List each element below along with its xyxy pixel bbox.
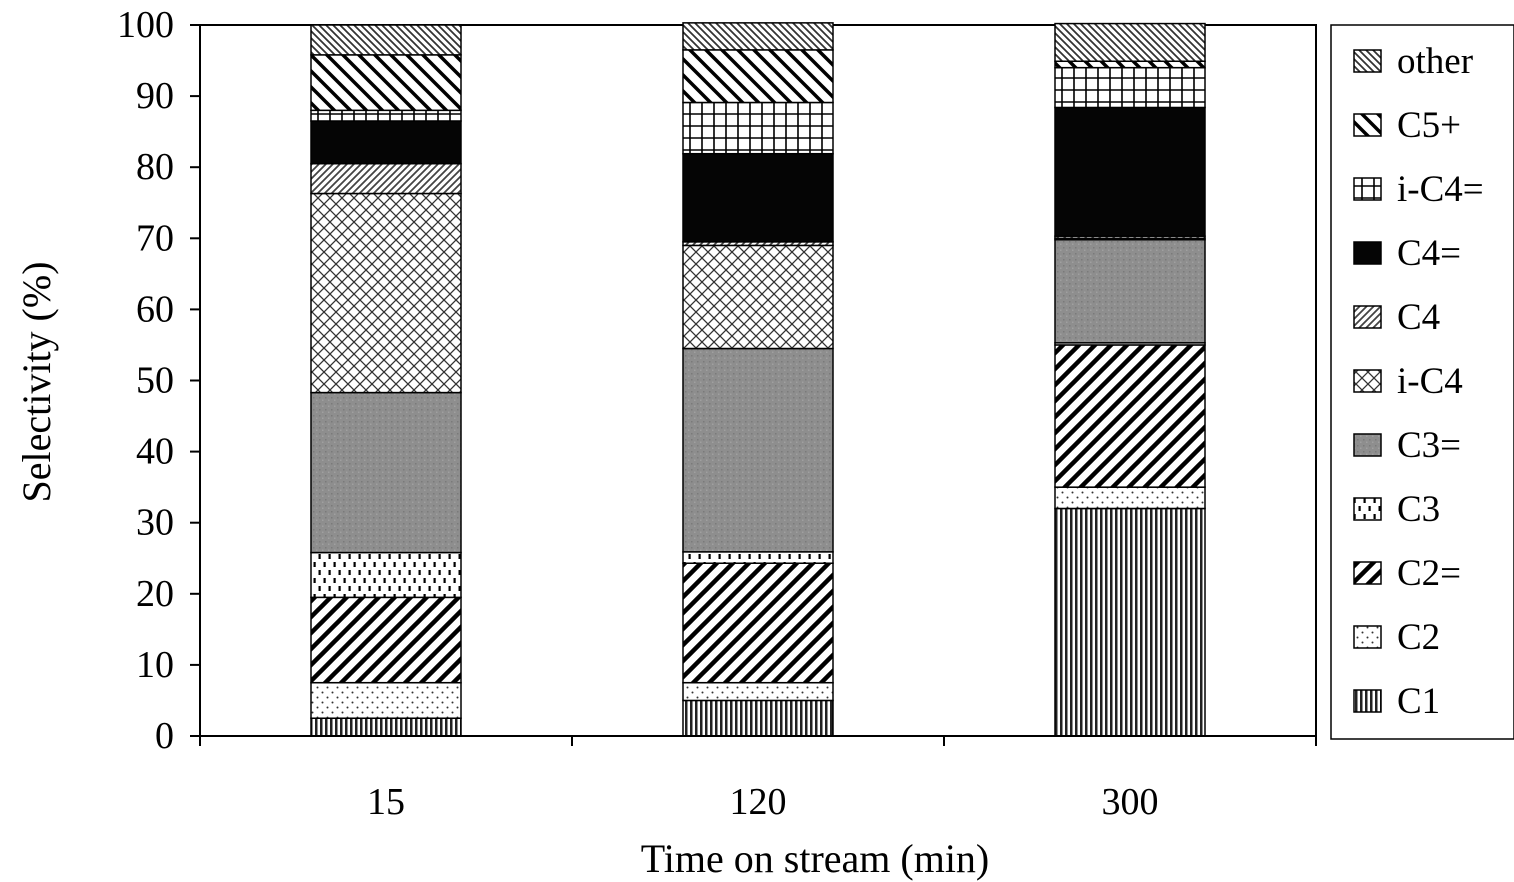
legend: other C5+ i-C4= C4= C4 i-C4 C3= C3 C2= C2 C1 [1353, 41, 1484, 722]
y-tick-label: 40 [136, 431, 174, 473]
legend-label-c2: C2 [1397, 617, 1440, 658]
bar-segment-other-15 [310, 24, 462, 56]
x-tick-label-15: 15 [367, 781, 405, 823]
legend-label-c4: C4= [1397, 233, 1461, 274]
legend-label-i-c4: i-C4 [1397, 361, 1463, 402]
bar-segment-c4-15 [310, 162, 462, 195]
y-tick-label: 20 [136, 573, 174, 615]
y-axis-title: Selectivity (%) [14, 261, 59, 502]
y-tick-label: 0 [155, 715, 174, 757]
legend-swatch-c5 [1353, 113, 1382, 137]
y-tick-label: 10 [136, 644, 174, 686]
bar-segment-c5-300 [1054, 60, 1206, 69]
legend-label-i-c4: i-C4= [1397, 169, 1484, 210]
bar-segment-i-c4-15 [310, 109, 462, 122]
y-tick-label: 80 [136, 146, 174, 188]
bar-segment-c3-300 [1054, 238, 1206, 344]
legend-swatch-c4 [1353, 241, 1382, 265]
bar-segment-c2-15 [310, 681, 462, 719]
y-tick-label: 50 [136, 360, 174, 402]
legend-label-c4: C4 [1397, 297, 1440, 338]
y-tick-label: 30 [136, 502, 174, 544]
x-axis-ticks: 15 120 300 [199, 736, 1317, 823]
bar-segment-c3-15 [310, 551, 462, 599]
legend-label-c3: C3= [1397, 425, 1461, 466]
legend-swatch-c4 [1353, 305, 1382, 329]
legend-swatch-c3 [1353, 433, 1382, 457]
y-axis-ticks: 0 10 20 30 40 50 60 70 80 90 100 [117, 4, 200, 757]
bar-segment-c2-120 [682, 681, 834, 702]
bar-segment-other-120 [682, 22, 834, 51]
bar-segment-c2-120 [682, 562, 834, 684]
legend-label-c2: C2= [1397, 553, 1461, 594]
x-axis-title: Time on stream (min) [641, 836, 990, 881]
y-tick-label: 70 [136, 217, 174, 259]
x-tick-label-120: 120 [730, 781, 787, 823]
bar-segment-c2-300 [1054, 344, 1206, 488]
y-tick-label: 60 [136, 288, 174, 330]
bar-segment-c3-120 [682, 551, 834, 564]
legend-label-c3: C3 [1397, 489, 1440, 530]
y-tick-label: 100 [117, 4, 174, 46]
legend-swatch-other [1353, 49, 1382, 73]
legend-swatch-c2 [1353, 561, 1382, 585]
bar-segment-i-c4-15 [310, 192, 462, 394]
bar-segment-i-c4-300 [1054, 66, 1206, 109]
bar-segment-c1-15 [310, 717, 462, 737]
bar-segment-c2-300 [1054, 486, 1206, 510]
bar-segment-c4-15 [310, 120, 462, 165]
legend-label-c1: C1 [1397, 681, 1440, 722]
legend-label-c5: C5+ [1397, 105, 1461, 146]
bar-segment-c2-15 [310, 596, 462, 684]
legend-swatch-c3 [1353, 497, 1382, 521]
bar-stacks [310, 22, 1206, 737]
legend-swatch-c2 [1353, 625, 1382, 649]
bar-segment-i-c4-120 [682, 101, 834, 155]
bar-segment-c5-120 [682, 49, 834, 104]
y-tick-label: 90 [136, 75, 174, 117]
bar-segment-c1-120 [682, 699, 834, 737]
bar-segment-c4-120 [682, 152, 834, 243]
legend-label-other: other [1397, 41, 1473, 82]
legend-swatch-i-c4 [1353, 177, 1382, 201]
bar-segment-c1-300 [1054, 507, 1206, 737]
legend-swatch-i-c4 [1353, 369, 1382, 393]
bar-segment-c3-15 [310, 391, 462, 554]
bar-segment-i-c4-120 [682, 244, 834, 350]
bar-segment-c3-120 [682, 347, 834, 553]
bar-segment-other-300 [1054, 22, 1206, 63]
bar-segment-c4-300 [1054, 106, 1206, 237]
x-tick-label-300: 300 [1102, 781, 1159, 823]
legend-swatch-c1 [1353, 689, 1382, 713]
bar-segment-c5-15 [310, 54, 462, 112]
